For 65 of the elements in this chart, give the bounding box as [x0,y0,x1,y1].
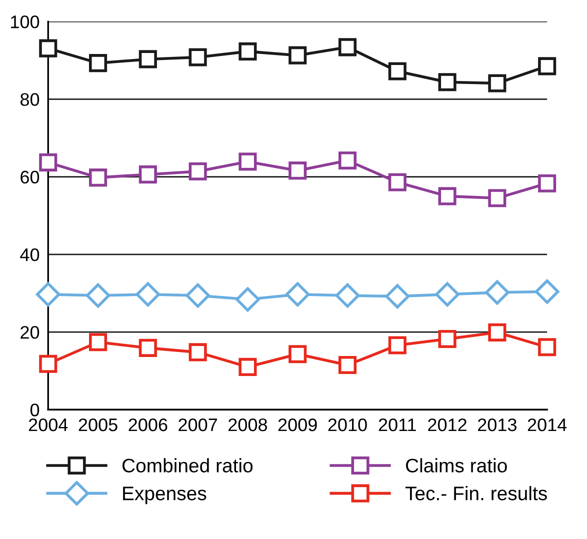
point [438,187,456,206]
x-tick-label: 2009 [278,418,317,432]
x-tick-label: 2004 [28,418,68,432]
point [438,330,456,348]
y-tick-label: 80 [20,93,40,106]
x-tick-label: 2008 [228,418,268,432]
point [136,282,160,307]
point [538,338,556,356]
point [39,354,58,373]
y-tick-label: 60 [20,170,40,184]
point [488,189,506,208]
point [236,287,260,312]
point [388,336,406,354]
point [338,151,357,170]
legend-label: Claims ratio [406,458,507,472]
y-tick-label: 40 [20,248,40,262]
legend-label: Expenses [123,486,206,504]
x-tick-label: 2006 [128,418,168,432]
point [188,343,207,362]
point [89,333,108,352]
point [188,162,207,180]
point [238,358,257,376]
point [288,162,307,180]
point [288,345,307,364]
point [484,280,510,305]
x-tick-label: 2014 [528,418,567,432]
y-tick-label: 100 [11,15,40,28]
point [285,282,310,307]
x-tick-label: 2005 [78,418,118,432]
point [188,48,207,66]
legend-label: Tec.- Fin. results [405,486,547,500]
point [338,38,357,56]
point [238,42,257,60]
point [288,46,307,64]
point [86,283,110,308]
point [89,168,108,187]
x-tick-label: 2012 [428,418,466,432]
point [238,152,257,171]
point [186,283,210,308]
point [538,174,556,192]
point [488,323,506,342]
point [388,173,406,192]
x-tick-label: 2010 [328,418,367,432]
point [385,284,410,309]
point [488,74,506,92]
point [89,54,108,72]
point [435,282,460,307]
y-tick-label: 0 [30,404,40,416]
y-tick-label: 20 [20,326,40,339]
point [388,62,406,80]
point [39,153,58,172]
x-tick-label: 2011 [378,418,416,432]
x-tick-label: 2013 [478,418,516,432]
point [335,283,360,308]
point [538,57,556,76]
point [534,279,560,304]
x-tick-label: 2007 [178,418,217,432]
point [338,356,357,374]
legend-label: Combined ratio [122,458,253,472]
point [138,50,157,68]
point [36,282,60,307]
point [39,39,58,58]
point [438,73,456,92]
point [138,165,157,184]
point [138,338,157,357]
